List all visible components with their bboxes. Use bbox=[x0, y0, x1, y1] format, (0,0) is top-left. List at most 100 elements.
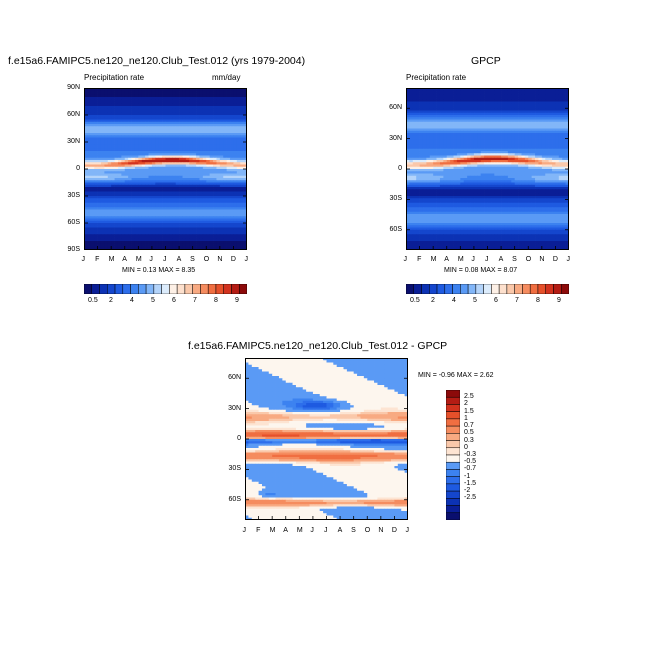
x-tick-label: O bbox=[525, 256, 532, 263]
colorbar-box bbox=[446, 396, 460, 405]
colorbar-box bbox=[406, 284, 415, 294]
model-title: f.e15a6.FAMIPC5.ne120_ne120.Club_Test.01… bbox=[8, 55, 306, 67]
diff-heatmap bbox=[245, 358, 408, 520]
colorbar-box bbox=[200, 284, 209, 294]
colorbar-box bbox=[553, 284, 562, 294]
colorbar-box bbox=[460, 284, 469, 294]
colorbar-box bbox=[446, 512, 460, 520]
gpcp-heatmap bbox=[406, 88, 569, 250]
x-tick-label: M bbox=[269, 527, 276, 534]
x-tick-label: A bbox=[337, 527, 343, 534]
colorbar-box bbox=[446, 447, 460, 456]
colorbar-box bbox=[122, 284, 131, 294]
colorbar-box bbox=[560, 284, 569, 294]
colorbar-label: 2 bbox=[431, 297, 435, 304]
colorbar-box bbox=[446, 433, 460, 441]
y-tick-label: 60N bbox=[389, 104, 402, 112]
x-tick-label: O bbox=[203, 256, 210, 263]
diff-colorbar bbox=[446, 390, 460, 520]
colorbar-label: 0.3 bbox=[464, 436, 474, 444]
colorbar-box bbox=[429, 284, 438, 294]
x-tick-label: A bbox=[283, 527, 288, 534]
colorbar-label: 9 bbox=[557, 297, 561, 304]
x-tick-label: F bbox=[256, 527, 261, 534]
colorbar-box bbox=[176, 284, 186, 294]
y-tick-label: 30N bbox=[67, 138, 80, 145]
x-tick-label: N bbox=[539, 256, 545, 263]
colorbar-box bbox=[498, 284, 508, 294]
y-tick-label: 90S bbox=[67, 246, 80, 253]
colorbar-box bbox=[114, 284, 124, 294]
x-tick-label: S bbox=[512, 256, 517, 263]
colorbar-box bbox=[436, 284, 446, 294]
colorbar-box bbox=[446, 490, 460, 499]
colorbar-box bbox=[446, 390, 460, 398]
colorbar-box bbox=[475, 284, 484, 294]
x-tick-label: O bbox=[364, 527, 371, 534]
colorbar-box bbox=[421, 284, 430, 294]
colorbar-box bbox=[491, 284, 500, 294]
x-tick-label: M bbox=[457, 256, 464, 263]
x-tick-label: D bbox=[552, 256, 558, 263]
y-tick-label: 30N bbox=[389, 134, 402, 142]
colorbar-box bbox=[444, 284, 453, 294]
colorbar-label: -0.3 bbox=[464, 451, 477, 458]
colorbar-box bbox=[145, 284, 155, 294]
colorbar-box bbox=[446, 404, 460, 412]
colorbar-label: 4 bbox=[452, 297, 456, 304]
colorbar-label: 7 bbox=[515, 297, 519, 304]
x-tick-label: J bbox=[485, 256, 489, 263]
x-tick-label: J bbox=[403, 256, 408, 263]
colorbar-label: 9 bbox=[235, 297, 239, 304]
x-tick-label: N bbox=[378, 527, 384, 534]
colorbar-box bbox=[446, 461, 460, 470]
x-tick-label: F bbox=[417, 256, 422, 263]
y-tick-label: 30S bbox=[67, 192, 80, 199]
x-tick-label: M bbox=[135, 256, 142, 263]
colorbar-box bbox=[192, 284, 201, 294]
field-cells bbox=[245, 358, 408, 520]
colorbar-label: 0.7 bbox=[464, 422, 474, 430]
x-tick-label: A bbox=[498, 256, 504, 263]
y-tick-label: 0 bbox=[398, 165, 402, 172]
colorbar-box bbox=[207, 284, 217, 294]
colorbar-box bbox=[169, 284, 178, 294]
x-tick-label: J bbox=[81, 256, 86, 263]
colorbar-box bbox=[446, 440, 460, 449]
y-tick-label: 60S bbox=[228, 495, 241, 503]
y-tick-label: 60N bbox=[67, 111, 80, 118]
gpcp-left-label: Precipitation rate bbox=[406, 73, 467, 82]
y-tick-label: 60N bbox=[228, 374, 241, 382]
colorbar-label: -0.5 bbox=[464, 458, 477, 466]
x-tick-label: J bbox=[163, 256, 167, 263]
colorbar-label: 4 bbox=[130, 297, 134, 304]
colorbar-box bbox=[153, 284, 162, 294]
colorbar-label: 7 bbox=[193, 297, 197, 304]
y-tick-label: 60S bbox=[389, 225, 402, 233]
colorbar-box bbox=[529, 284, 539, 294]
colorbar-box bbox=[446, 498, 460, 506]
gpcp-stats: MIN = 0.08 MAX = 8.07 bbox=[444, 267, 518, 274]
field-cells bbox=[406, 88, 569, 250]
x-tick-label: M bbox=[296, 527, 303, 534]
gpcp-colorbar bbox=[406, 284, 569, 294]
x-tick-label: N bbox=[217, 256, 223, 263]
colorbar-label: 6 bbox=[172, 297, 176, 304]
colorbar-label: 0.5 bbox=[410, 297, 420, 304]
model-stats: MIN = 0.13 MAX = 8.35 bbox=[122, 267, 196, 274]
x-tick-label: J bbox=[310, 527, 314, 534]
model-left-label: Precipitation rate bbox=[84, 73, 145, 82]
y-tick-label: 0 bbox=[76, 165, 80, 172]
y-tick-label: 30N bbox=[228, 404, 241, 412]
colorbar-box bbox=[446, 483, 460, 492]
colorbar-box bbox=[446, 454, 460, 463]
y-tick-label: 0 bbox=[237, 435, 241, 442]
colorbar-box bbox=[446, 411, 460, 420]
colorbar-label: 0.5 bbox=[464, 429, 474, 437]
y-tick-label: 30S bbox=[389, 195, 402, 203]
colorbar-label: 1 bbox=[464, 414, 468, 422]
colorbar-box bbox=[184, 284, 193, 294]
x-tick-label: S bbox=[190, 256, 195, 263]
colorbar-box bbox=[537, 284, 546, 294]
x-tick-label: M bbox=[108, 256, 115, 263]
